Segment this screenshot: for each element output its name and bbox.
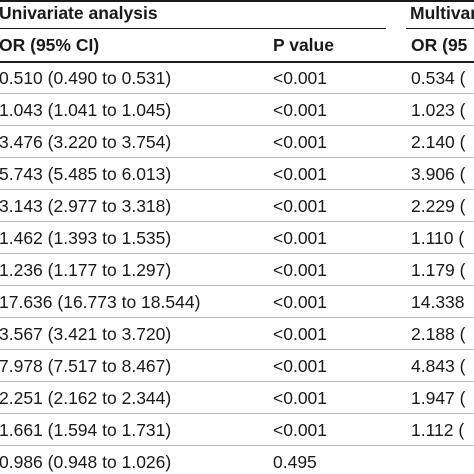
cell-univariate-or: 3.476 (3.220 to 3.754) [0, 132, 172, 152]
table-row: 17.636 (16.773 to 18.544) <0.001 14.338 [0, 286, 474, 318]
cell-multivariate-or: 1.112 ( [411, 420, 465, 440]
cell-univariate-p: <0.001 [273, 164, 328, 184]
column-header-multivariate-or: OR (95 [411, 35, 468, 55]
cell-univariate-p: <0.001 [273, 356, 328, 376]
cell-univariate-or: 7.978 (7.517 to 8.467) [0, 356, 172, 376]
cell-univariate-p: <0.001 [273, 260, 328, 280]
cell-univariate-p: <0.001 [273, 228, 328, 248]
cell-univariate-or: 1.462 (1.393 to 1.535) [0, 228, 172, 248]
cell-univariate-or: 0.986 (0.948 to 1.026) [0, 452, 172, 472]
table-row: 1.661 (1.594 to 1.731) <0.001 1.112 ( [0, 414, 474, 446]
cell-univariate-p: <0.001 [273, 68, 328, 88]
cell-univariate-p: <0.001 [273, 420, 328, 440]
cell-multivariate-or: 4.843 ( [411, 356, 466, 376]
cell-multivariate-or: 1.947 ( [411, 388, 466, 408]
cell-multivariate-or: 3.906 ( [411, 164, 466, 184]
table-row: 0.510 (0.490 to 0.531) <0.001 0.534 ( [0, 62, 474, 94]
cell-multivariate-or: 14.338 [411, 292, 465, 312]
cell-univariate-p: <0.001 [273, 388, 328, 408]
cell-univariate-or: 2.251 (2.162 to 2.344) [0, 388, 172, 408]
cell-univariate-p: <0.001 [273, 292, 328, 312]
group-header-univariate: Univariate analysis [0, 3, 158, 23]
group-header-multivariate: Multivariate [410, 3, 474, 23]
cell-univariate-or: 1.236 (1.177 to 1.297) [0, 260, 172, 280]
cell-univariate-or: 1.661 (1.594 to 1.731) [0, 420, 172, 440]
table-row: 2.251 (2.162 to 2.344) <0.001 1.947 ( [0, 382, 474, 414]
column-header-univariate-or: OR (95% CI) [0, 35, 100, 55]
cell-univariate-p: 0.495 [273, 452, 317, 472]
cell-univariate-p: <0.001 [273, 196, 328, 216]
table-row: 3.476 (3.220 to 3.754) <0.001 2.140 ( [0, 126, 474, 158]
table-row: 7.978 (7.517 to 8.467) <0.001 4.843 ( [0, 350, 474, 382]
table-row: 0.986 (0.948 to 1.026) 0.495 [0, 446, 474, 474]
table-row: 1.462 (1.393 to 1.535) <0.001 1.110 ( [0, 222, 474, 254]
cell-multivariate-or: 2.229 ( [411, 196, 466, 216]
cell-univariate-p: <0.001 [273, 100, 328, 120]
cell-multivariate-or: 2.140 ( [411, 132, 466, 152]
table-row: 3.143 (2.977 to 3.318) <0.001 2.229 ( [0, 190, 474, 222]
cell-multivariate-or: 0.534 ( [411, 68, 466, 88]
multivariate-group-rule [406, 28, 474, 30]
univariate-group-rule [0, 28, 386, 30]
cell-multivariate-or: 1.179 ( [411, 260, 466, 280]
cell-multivariate-or: 1.023 ( [411, 100, 466, 120]
top-rule [0, 0, 474, 2]
header-rule [0, 61, 474, 63]
table-row: 3.567 (3.421 to 3.720) <0.001 2.188 ( [0, 318, 474, 350]
cell-univariate-or: 1.043 (1.041 to 1.045) [0, 100, 172, 120]
cell-univariate-or: 3.143 (2.977 to 3.318) [0, 196, 172, 216]
table-row: 1.043 (1.041 to 1.045) <0.001 1.023 ( [0, 94, 474, 126]
cell-univariate-or: 5.743 (5.485 to 6.013) [0, 164, 172, 184]
cell-multivariate-or: 1.110 ( [411, 228, 465, 248]
table-body: 0.510 (0.490 to 0.531) <0.001 0.534 ( 1.… [0, 62, 474, 474]
cell-univariate-p: <0.001 [273, 324, 328, 344]
table-row: 5.743 (5.485 to 6.013) <0.001 3.906 ( [0, 158, 474, 190]
cell-univariate-p: <0.001 [273, 132, 328, 152]
column-header-univariate-p: P value [273, 35, 334, 55]
cell-univariate-or: 0.510 (0.490 to 0.531) [0, 68, 172, 88]
cell-multivariate-or: 2.188 ( [411, 324, 466, 344]
cell-univariate-or: 17.636 (16.773 to 18.544) [0, 292, 201, 312]
table-row: 1.236 (1.177 to 1.297) <0.001 1.179 ( [0, 254, 474, 286]
cell-univariate-or: 3.567 (3.421 to 3.720) [0, 324, 172, 344]
